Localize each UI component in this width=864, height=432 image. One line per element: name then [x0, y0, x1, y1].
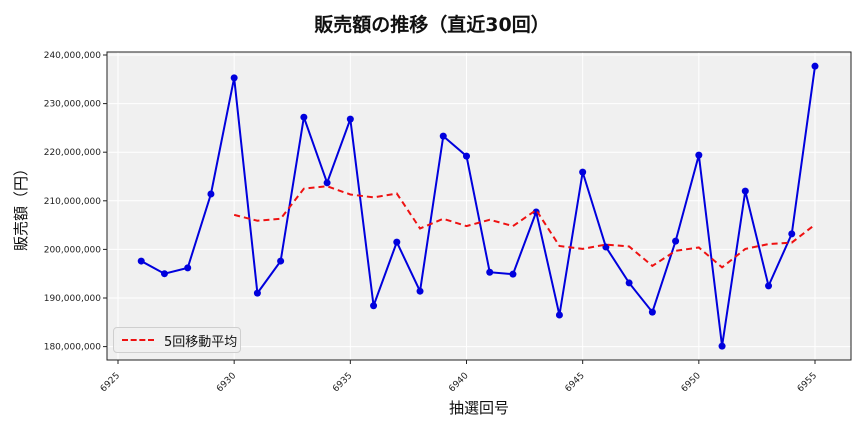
- moving-average-line: [233, 185, 816, 269]
- data-point: [695, 151, 703, 159]
- data-point: [300, 113, 308, 121]
- data-point: [160, 270, 168, 278]
- data-point: [788, 230, 796, 238]
- legend: 5回移動平均: [113, 327, 241, 353]
- y-tick-label: 190,000,000: [44, 294, 102, 304]
- data-point: [765, 282, 773, 290]
- data-point: [486, 268, 494, 276]
- x-tick-label: 6930: [215, 371, 238, 394]
- x-tick-label: 6955: [796, 371, 819, 394]
- data-point: [741, 187, 749, 195]
- data-point: [323, 179, 331, 187]
- y-axis-label: 販売額（円）: [12, 161, 30, 251]
- data-point: [555, 311, 563, 319]
- data-point: [579, 168, 587, 176]
- x-tick-label: 6950: [680, 371, 703, 394]
- y-tick-label: 240,000,000: [44, 51, 102, 61]
- y-tick-label: 180,000,000: [44, 343, 102, 353]
- x-tick-label: 6945: [564, 371, 587, 394]
- y-tick-label: 220,000,000: [44, 148, 102, 158]
- legend-dashed-line-icon: [122, 339, 154, 341]
- x-tick-label: 6935: [331, 371, 354, 394]
- data-point: [625, 279, 633, 287]
- y-tick-label: 210,000,000: [44, 197, 102, 207]
- data-point: [672, 237, 680, 245]
- data-point: [439, 132, 447, 140]
- data-point: [393, 238, 401, 246]
- data-point: [184, 264, 192, 272]
- data-point: [416, 287, 424, 295]
- data-point: [463, 152, 470, 160]
- chart-title: 販売額の推移（直近30回）: [314, 14, 550, 36]
- legend-label: 5回移動平均: [164, 334, 238, 350]
- data-point: [277, 257, 285, 265]
- data-point: [137, 257, 145, 265]
- data-point: [370, 302, 378, 310]
- data-point: [230, 74, 238, 82]
- plot-frame: [106, 51, 852, 361]
- sales-line: [140, 66, 816, 347]
- x-tick-label: 6925: [99, 371, 122, 394]
- x-tick-label: 6940: [447, 371, 470, 394]
- data-point: [648, 308, 656, 316]
- data-point: [811, 62, 819, 70]
- x-axis-label: 抽選回号: [449, 399, 509, 417]
- data-point: [602, 243, 610, 251]
- data-point: [253, 289, 261, 297]
- data-point: [346, 115, 354, 123]
- y-tick-label: 200,000,000: [44, 245, 102, 255]
- data-point: [207, 190, 215, 198]
- data-point: [509, 270, 517, 278]
- plot-area: [107, 52, 851, 360]
- y-tick-label: 230,000,000: [44, 100, 102, 110]
- data-point: [718, 342, 726, 350]
